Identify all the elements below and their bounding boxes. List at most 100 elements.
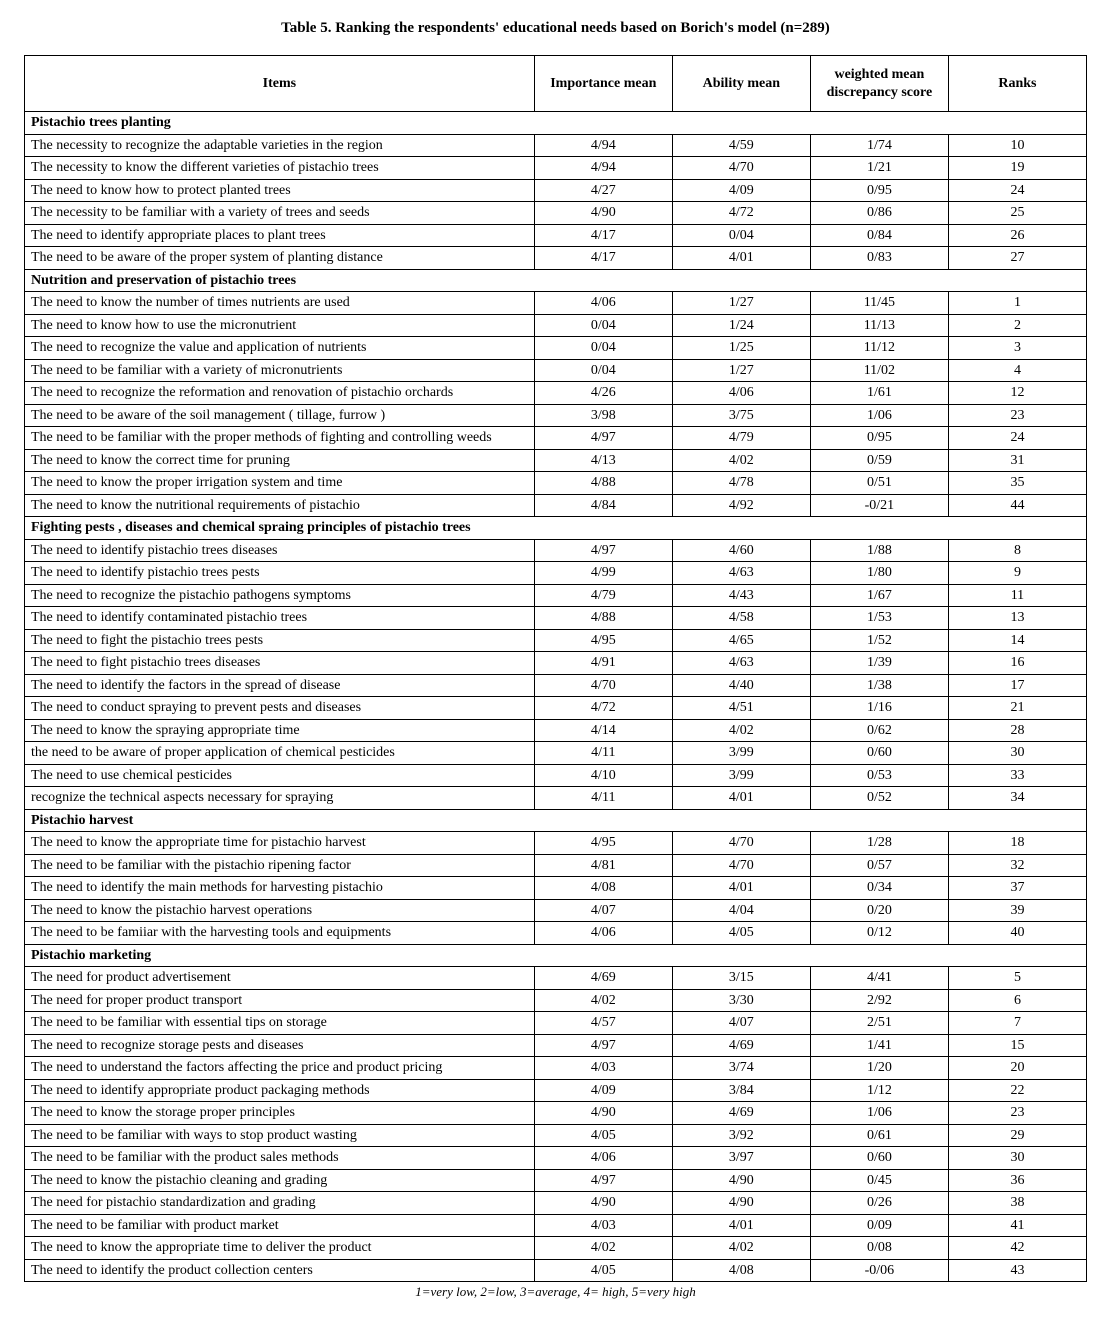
cell-importance: 4/97 bbox=[534, 539, 672, 562]
cell-rank: 7 bbox=[948, 1012, 1086, 1035]
cell-wmds: 11/13 bbox=[810, 314, 948, 337]
table-row: The need to identify the factors in the … bbox=[25, 674, 1087, 697]
cell-item: The need to identify appropriate product… bbox=[25, 1079, 535, 1102]
cell-ability: 3/15 bbox=[672, 967, 810, 990]
cell-importance: 4/09 bbox=[534, 1079, 672, 1102]
cell-importance: 3/98 bbox=[534, 404, 672, 427]
cell-importance: 4/84 bbox=[534, 494, 672, 517]
cell-item: the need to be aware of proper applicati… bbox=[25, 742, 535, 765]
cell-item: The need to be aware of the soil managem… bbox=[25, 404, 535, 427]
cell-importance: 4/11 bbox=[534, 787, 672, 810]
cell-ability: 4/01 bbox=[672, 247, 810, 270]
cell-wmds: 0/62 bbox=[810, 719, 948, 742]
table-row: The need for proper product transport4/0… bbox=[25, 989, 1087, 1012]
cell-importance: 4/94 bbox=[534, 134, 672, 157]
cell-ability: 4/51 bbox=[672, 697, 810, 720]
table-row: The need to be familiar with the pistach… bbox=[25, 854, 1087, 877]
cell-ability: 3/84 bbox=[672, 1079, 810, 1102]
cell-ability: 4/65 bbox=[672, 629, 810, 652]
cell-item: The need to be familiar with the pistach… bbox=[25, 854, 535, 877]
cell-wmds: 0/53 bbox=[810, 764, 948, 787]
cell-item: recognize the technical aspects necessar… bbox=[25, 787, 535, 810]
table-row: The need to identify pistachio trees dis… bbox=[25, 539, 1087, 562]
table-row: The need to be familiar with a variety o… bbox=[25, 359, 1087, 382]
cell-rank: 19 bbox=[948, 157, 1086, 180]
cell-ability: 4/70 bbox=[672, 157, 810, 180]
cell-wmds: 1/41 bbox=[810, 1034, 948, 1057]
cell-wmds: 11/45 bbox=[810, 292, 948, 315]
cell-importance: 4/27 bbox=[534, 179, 672, 202]
cell-item: The need to know the spraying appropriat… bbox=[25, 719, 535, 742]
cell-wmds: 1/16 bbox=[810, 697, 948, 720]
cell-ability: 3/92 bbox=[672, 1124, 810, 1147]
table-row: The need to know the storage proper prin… bbox=[25, 1102, 1087, 1125]
table-row: The need to be aware of the proper syste… bbox=[25, 247, 1087, 270]
cell-ability: 4/02 bbox=[672, 449, 810, 472]
cell-importance: 4/99 bbox=[534, 562, 672, 585]
table-row: The need to fight the pistachio trees pe… bbox=[25, 629, 1087, 652]
cell-wmds: -0/21 bbox=[810, 494, 948, 517]
cell-importance: 4/17 bbox=[534, 224, 672, 247]
cell-item: The need to fight the pistachio trees pe… bbox=[25, 629, 535, 652]
cell-rank: 20 bbox=[948, 1057, 1086, 1080]
cell-wmds: 0/84 bbox=[810, 224, 948, 247]
cell-importance: 4/03 bbox=[534, 1057, 672, 1080]
cell-rank: 5 bbox=[948, 967, 1086, 990]
cell-ability: 4/69 bbox=[672, 1102, 810, 1125]
cell-item: The need to know the storage proper prin… bbox=[25, 1102, 535, 1125]
cell-wmds: 1/74 bbox=[810, 134, 948, 157]
col-ability: Ability mean bbox=[672, 56, 810, 112]
cell-item: The need to be familiar with the proper … bbox=[25, 427, 535, 450]
cell-rank: 36 bbox=[948, 1169, 1086, 1192]
table-row: The need to fight pistachio trees diseas… bbox=[25, 652, 1087, 675]
table-row: The need to know the nutritional require… bbox=[25, 494, 1087, 517]
table-footnote: 1=very low, 2=low, 3=average, 4= high, 5… bbox=[24, 1284, 1087, 1300]
cell-ability: 3/75 bbox=[672, 404, 810, 427]
cell-item: The need to identify the main methods fo… bbox=[25, 877, 535, 900]
table-row: The need to know the correct time for pr… bbox=[25, 449, 1087, 472]
table-row: The need to know the proper irrigation s… bbox=[25, 472, 1087, 495]
cell-ability: 0/04 bbox=[672, 224, 810, 247]
cell-item: The need to recognize the reformation an… bbox=[25, 382, 535, 405]
table-row: The need to be familiar with essential t… bbox=[25, 1012, 1087, 1035]
cell-ability: 4/02 bbox=[672, 1237, 810, 1260]
cell-ability: 4/79 bbox=[672, 427, 810, 450]
cell-wmds: 0/20 bbox=[810, 899, 948, 922]
section-header: Pistachio trees planting bbox=[25, 112, 1087, 135]
cell-item: The need to know the proper irrigation s… bbox=[25, 472, 535, 495]
cell-ability: 4/04 bbox=[672, 899, 810, 922]
cell-wmds: 0/57 bbox=[810, 854, 948, 877]
table-row: The need to recognize storage pests and … bbox=[25, 1034, 1087, 1057]
cell-ability: 4/01 bbox=[672, 787, 810, 810]
cell-wmds: 11/02 bbox=[810, 359, 948, 382]
cell-wmds: 1/88 bbox=[810, 539, 948, 562]
cell-item: The need to know the appropriate time to… bbox=[25, 1237, 535, 1260]
cell-importance: 4/88 bbox=[534, 607, 672, 630]
cell-ability: 4/01 bbox=[672, 877, 810, 900]
cell-item: The necessity to recognize the adaptable… bbox=[25, 134, 535, 157]
cell-wmds: 1/52 bbox=[810, 629, 948, 652]
cell-ability: 3/97 bbox=[672, 1147, 810, 1170]
cell-item: The need for proper product transport bbox=[25, 989, 535, 1012]
cell-rank: 4 bbox=[948, 359, 1086, 382]
cell-rank: 2 bbox=[948, 314, 1086, 337]
cell-ability: 4/90 bbox=[672, 1169, 810, 1192]
cell-item: The need to be familiar with the product… bbox=[25, 1147, 535, 1170]
cell-rank: 30 bbox=[948, 1147, 1086, 1170]
cell-wmds: 0/52 bbox=[810, 787, 948, 810]
table-row: The need to know the pistachio cleaning … bbox=[25, 1169, 1087, 1192]
cell-item: The necessity to know the different vari… bbox=[25, 157, 535, 180]
cell-item: The need to know the number of times nut… bbox=[25, 292, 535, 315]
cell-importance: 4/11 bbox=[534, 742, 672, 765]
cell-importance: 4/72 bbox=[534, 697, 672, 720]
cell-item: The need to use chemical pesticides bbox=[25, 764, 535, 787]
cell-ability: 4/72 bbox=[672, 202, 810, 225]
cell-item: The need to be famiiar with the harvesti… bbox=[25, 922, 535, 945]
cell-importance: 4/97 bbox=[534, 427, 672, 450]
cell-rank: 23 bbox=[948, 404, 1086, 427]
cell-wmds: 1/12 bbox=[810, 1079, 948, 1102]
section-title: Fighting pests , diseases and chemical s… bbox=[25, 517, 1087, 540]
table-row: The need to know the spraying appropriat… bbox=[25, 719, 1087, 742]
cell-item: The need to know how to protect planted … bbox=[25, 179, 535, 202]
cell-item: The need to know the appropriate time fo… bbox=[25, 832, 535, 855]
